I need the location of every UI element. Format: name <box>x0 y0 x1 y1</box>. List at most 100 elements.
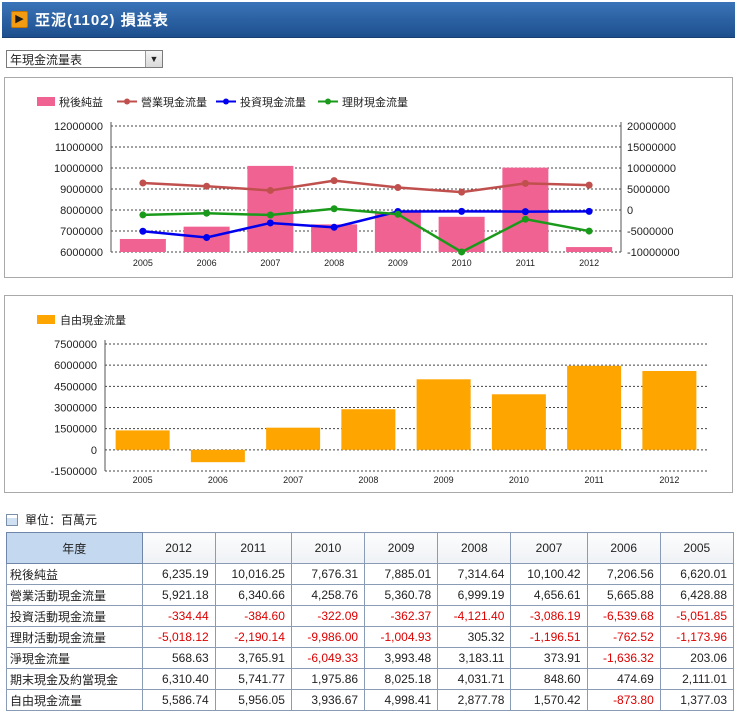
x-tick-label: 2005 <box>133 258 153 268</box>
x-tick-label: 2011 <box>516 258 535 268</box>
table-cell: -362.37 <box>364 605 439 627</box>
x-tick-label: 2006 <box>197 258 217 268</box>
table-cell: 6,235.19 <box>141 563 216 585</box>
table-cell: 3,765.91 <box>214 647 292 669</box>
table-cell: 5,956.05 <box>214 689 292 711</box>
table-row: 投資活動現金流量 -334.44 -384.60 -322.09 -362.37 -4,1… <box>6 605 735 627</box>
table-cell: -5,018.12 <box>141 626 216 648</box>
bar <box>491 394 546 450</box>
data-point <box>585 227 593 235</box>
cashflow-chart: 稅後純益 營業現金流量 投資現金流量 理財現金流量 12000000 11000000 10… <box>37 95 680 268</box>
legend-swatch <box>124 98 130 105</box>
row-label: 投資活動現金流量 <box>6 605 143 627</box>
data-point <box>585 181 593 189</box>
legend-swatch <box>37 97 55 106</box>
table-cell: -1,173.96 <box>659 626 735 648</box>
bar <box>266 427 321 450</box>
table-cell: 4,656.61 <box>510 584 588 606</box>
table-cell: -1,196.51 <box>510 626 588 648</box>
left-tick-label: 12000000 <box>54 121 103 133</box>
data-point <box>394 210 402 218</box>
y-tick-label: 1500000 <box>54 424 97 436</box>
left-tick-label: 9000000 <box>60 184 103 196</box>
table-cell: -6,539.68 <box>586 605 661 627</box>
bar <box>115 430 170 450</box>
table-cell: 1,975.86 <box>290 668 366 690</box>
table-cell: 6,428.88 <box>659 584 735 606</box>
table-cell: 373.91 <box>510 647 588 669</box>
table-cell: 3,936.67 <box>290 689 366 711</box>
table-cell: 4,998.41 <box>364 689 439 711</box>
page-header: ▶ 亞泥(1102) 損益表 <box>2 2 735 38</box>
table-cell: -334.44 <box>141 605 216 627</box>
table-cell: -6,049.33 <box>290 647 366 669</box>
table-cell: 305.32 <box>437 626 512 648</box>
table-cell: 6,340.66 <box>214 584 292 606</box>
table-cell: 6,620.01 <box>659 563 735 585</box>
y-tick-label: 7500000 <box>54 339 97 351</box>
table-cell: 5,360.78 <box>364 584 439 606</box>
table-cell: 5,741.77 <box>214 668 292 690</box>
row-label: 稅後純益 <box>6 563 143 585</box>
bar <box>438 216 485 252</box>
right-tick-label: 0 <box>627 205 633 217</box>
right-tick-label: -5000000 <box>627 226 674 238</box>
row-label: 營業活動現金流量 <box>6 584 143 606</box>
data-point <box>266 186 274 194</box>
year-header: 2010 <box>290 532 366 564</box>
data-point <box>394 183 402 191</box>
page-title: 亞泥(1102) 損益表 <box>35 12 169 29</box>
bar <box>374 212 421 252</box>
left-tick-label: 7000000 <box>60 226 103 238</box>
bar <box>190 449 245 463</box>
cashflow-table: 年度 2012 2011 2010 2009 2008 2007 2006 2005 稅後純益… <box>6 532 735 711</box>
year-header: 2005 <box>659 532 735 564</box>
table-cell: 2,111.01 <box>659 668 735 690</box>
report-type-select[interactable]: 年現金流量表 ▼ <box>6 50 163 68</box>
x-tick-label: 2012 <box>579 258 599 268</box>
table-cell: 7,676.31 <box>290 563 366 585</box>
unit-note: 單位：百萬元 <box>6 511 97 528</box>
y-tick-label: 4500000 <box>54 381 97 393</box>
table-cell: 4,258.76 <box>290 584 366 606</box>
x-tick-label: 2008 <box>324 258 344 268</box>
report-type-value: 年現金流量表 <box>10 52 83 67</box>
y-tick-label: -1500000 <box>51 466 98 478</box>
table-row: 期末現金及約當現金 6,310.40 5,741.77 1,975.86 8,025.1… <box>6 668 735 690</box>
table-row: 稅後純益 6,235.19 10,016.25 7,676.31 7,885.01 7,3… <box>6 563 735 585</box>
left-tick-label: 6000000 <box>60 247 103 259</box>
year-header: 2011 <box>214 532 292 564</box>
data-point <box>585 207 593 215</box>
table-row: 淨現金流量 568.63 3,765.91 -6,049.33 3,993.48 3,18… <box>6 647 735 669</box>
x-tick-label: 2012 <box>659 475 679 485</box>
free-cashflow-chart: 自由現金流量 7500000 6000000 4500000 3000000 150000… <box>37 313 707 485</box>
table-cell: 1,377.03 <box>659 689 735 711</box>
y-tick-label: 0 <box>91 445 97 457</box>
x-tick-label: 2007 <box>283 475 303 485</box>
data-point <box>521 208 529 216</box>
unit-label: 單位：百萬元 <box>25 513 98 527</box>
x-tick-label: 2009 <box>434 475 454 485</box>
bar <box>119 238 166 252</box>
legend-swatch <box>325 98 331 105</box>
table-cell: -1,636.32 <box>586 647 661 669</box>
data-point <box>521 215 529 223</box>
series-line <box>142 207 590 254</box>
x-tick-label: 2006 <box>208 475 228 485</box>
table-cell: -762.52 <box>586 626 661 648</box>
x-tick-label: 2009 <box>388 258 408 268</box>
table-cell: 7,206.56 <box>586 563 661 585</box>
bar <box>416 379 471 450</box>
data-point <box>139 179 147 187</box>
table-cell: 3,993.48 <box>364 647 439 669</box>
data-point <box>139 227 147 235</box>
data-point <box>330 177 338 185</box>
cashflow-chart-panel: 稅後純益 營業現金流量 投資現金流量 理財現金流量 12000000 11000000 10… <box>4 77 733 278</box>
table-cell: 5,665.88 <box>586 584 661 606</box>
right-tick-label: 20000000 <box>627 121 676 133</box>
chevron-down-icon[interactable]: ▼ <box>145 51 162 67</box>
x-tick-label: 2007 <box>260 258 280 268</box>
data-point <box>139 211 147 219</box>
data-point <box>458 188 466 196</box>
legend-label: 稅後純益 <box>59 95 103 109</box>
